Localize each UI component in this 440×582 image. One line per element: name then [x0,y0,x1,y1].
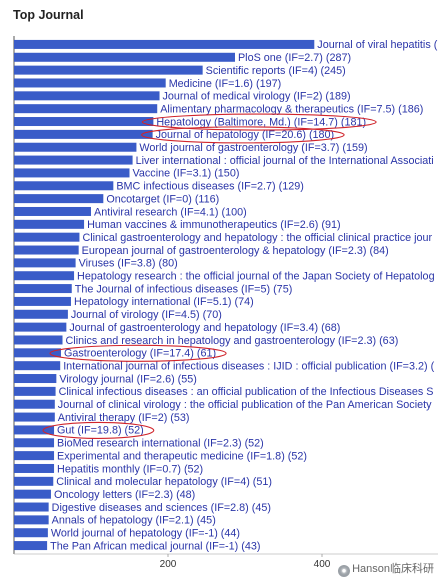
bar-label: World journal of hepatology (IF=-1) (44) [51,528,240,540]
bar-label: Journal of hepatology (IF=20.6) (180) [156,129,335,141]
bar-label: Clinical gastroenterology and hepatology… [82,232,432,244]
bar-label: PloS one (IF=2.7) (287) [238,52,351,64]
bar [14,104,158,114]
bar-label: Virology journal (IF=2.6) (55) [59,373,197,385]
bar [14,78,166,88]
bar-label: Human vaccines & immunotherapeutics (IF=… [87,219,341,231]
bar [14,52,235,62]
bar-label: Journal of clinical virology : the offic… [58,399,432,411]
bar [14,168,130,178]
bar [14,412,55,422]
x-ticks-group: 200 400 [160,554,331,570]
watermark-text: Hanson临床科研 [352,563,434,575]
bar [14,91,160,101]
bar [14,194,104,204]
bar-labels-group: Journal of viral hepatitis (PloS one (IF… [50,39,438,552]
bar [14,361,61,371]
bar [14,296,71,306]
bar-label: Digestive diseases and sciences (IF=2.8)… [52,502,271,514]
bar [14,155,133,165]
bar [14,541,48,551]
highlight-ellipse [42,421,155,439]
bar-label: Antiviral therapy (IF=2) (53) [58,412,190,424]
bar [14,129,153,139]
bar-label: European journal of gastroenterology & h… [82,245,389,257]
bar-label: Clinical and molecular hepatology (IF=4)… [56,476,272,488]
bar-label: Journal of virology (IF=4.5) (70) [71,309,222,321]
bar [14,219,85,229]
bar-label: Journal of medical virology (IF=2) (189) [163,91,351,103]
bar-label: Alimentary pharmacology & therapeutics (… [160,103,423,115]
bar [14,425,55,435]
bar-label: Antiviral research (IF=4.1) (100) [94,206,247,218]
bar [14,39,315,49]
bar-label: Oncology letters (IF=2.3) (48) [54,489,195,501]
bar [14,117,154,127]
bar [14,322,67,332]
bar-label: Gastroenterology (IF=17.4) (61) [64,348,216,360]
highlight-ellipse [141,126,345,144]
bar [14,271,75,281]
bar-label: Journal of gastroenterology and hepatolo… [69,322,340,334]
bar-label: Hepatology research : the official journ… [77,271,435,283]
bar [14,502,49,512]
bar [14,245,79,255]
bar-label: Journal of viral hepatitis ( [317,39,437,51]
bar [14,451,55,461]
bar [14,142,137,152]
bar-label: Annals of hepatology (IF=2.1) (45) [52,515,216,527]
bars-group [14,39,315,551]
chat-bubble-icon: ● [338,565,351,577]
bar [14,489,51,499]
bar-label: International journal of infectious dise… [63,360,434,372]
bar [14,399,55,409]
bar [14,348,61,358]
bar [14,181,114,191]
bar-label: Hepatology (Baltimore, Md.) (IF=14.7) (1… [156,116,366,128]
bar-label: Experimental and therapeutic medicine (I… [57,450,307,462]
x-tick-label: 400 [314,559,331,570]
bar [14,374,57,384]
bar-label: Vaccine (IF=3.1) (150) [133,168,240,180]
bar-label: World journal of gastroenterology (IF=3.… [139,142,367,154]
highlight-ellipses-group [42,113,377,439]
bar [14,232,80,242]
bar-label: The Pan African medical journal (IF=-1) … [50,540,260,552]
bar [14,335,63,345]
bar-label: Hepatitis monthly (IF=0.7) (52) [57,463,203,475]
bar-label: Liver international : official journal o… [136,155,434,167]
bar [14,438,55,448]
bar [14,309,68,319]
bar [14,515,49,525]
chart-title: Top Journal [13,8,84,22]
bar [14,386,56,396]
bar-label: Gut (IF=19.8) (52) [57,425,144,437]
bar-label: Oncotarget (IF=0) (116) [106,193,219,205]
bar-label: BioMed research international (IF=2.3) (… [57,438,264,450]
bar-label: Viruses (IF=3.8) (80) [79,258,178,270]
bar [14,528,48,538]
bar-label: Clinical infectious diseases : an offici… [59,386,434,398]
bar [14,284,72,294]
bar [14,65,203,75]
bar-label: Medicine (IF=1.6) (197) [169,78,282,90]
bar [14,206,91,216]
bar [14,463,55,473]
bar-label: The Journal of infectious diseases (IF=5… [75,283,293,295]
watermark: ● Hanson临床科研 [338,560,434,577]
x-tick-label: 200 [160,559,177,570]
highlight-ellipse [49,344,227,362]
bar-label: Clinics and research in hepatology and g… [66,335,399,347]
highlight-ellipse [141,113,377,131]
bar-label: Scientific reports (IF=4) (245) [206,65,346,77]
bar-label: Hepatology international (IF=5.1) (74) [74,296,254,308]
bar [14,476,54,486]
bar-label: BMC infectious diseases (IF=2.7) (129) [116,181,304,193]
bar [14,258,76,268]
